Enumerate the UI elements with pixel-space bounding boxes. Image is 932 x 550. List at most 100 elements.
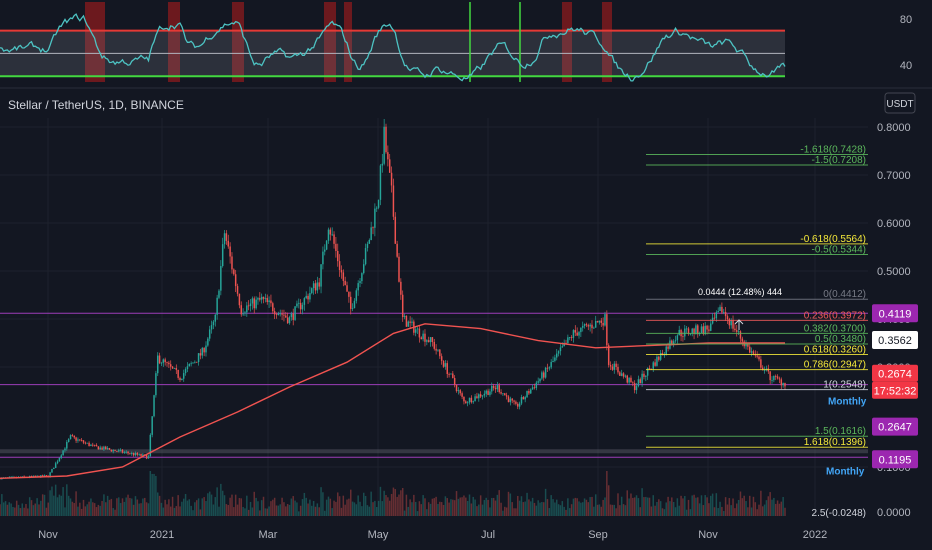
candlestick-series[interactable] (0, 118, 786, 480)
candle-body (704, 325, 706, 335)
volume-bar (366, 505, 369, 516)
volume-bar (249, 501, 252, 516)
volume-bar (119, 503, 122, 516)
currency-button[interactable]: USDT (884, 92, 916, 114)
volume-bar (732, 498, 734, 516)
volume-bar (79, 502, 81, 516)
candle-body (45, 475, 48, 477)
volume-bar (311, 505, 313, 516)
volume-bar (422, 495, 424, 516)
candle-body (314, 283, 317, 291)
volume-bar (596, 504, 599, 516)
candle-body (285, 315, 287, 318)
candle-body (543, 372, 545, 378)
candle-body (646, 368, 649, 376)
volume-bar (242, 507, 244, 516)
candle-body (526, 391, 528, 398)
volume-bar (771, 499, 773, 516)
candle-body (771, 380, 773, 381)
volume-bar (186, 500, 189, 516)
price-tag-label: 0.2674 (878, 368, 912, 380)
volume-bar (446, 498, 448, 516)
volume-bar (429, 503, 432, 516)
volume-bar (607, 485, 610, 516)
volume-bar (259, 510, 261, 516)
candle-body (288, 317, 291, 324)
candle-body (487, 390, 489, 395)
candle-body (450, 373, 452, 375)
volume-bar (578, 501, 580, 516)
candle-body (207, 338, 209, 346)
y-tick-label: 0.0000 (877, 507, 911, 519)
volume-bar (743, 495, 745, 516)
symbol-title[interactable]: Stellar / TetherUS, 1D, BINANCE (8, 98, 184, 112)
candle-body (119, 449, 122, 451)
volume-bar (335, 501, 337, 516)
candle-body (194, 361, 196, 363)
volume-bar (522, 502, 525, 516)
volume-bar (713, 507, 716, 516)
candle-body (611, 366, 614, 370)
candle-body (229, 246, 231, 257)
candle-body (342, 272, 345, 281)
candle-body (324, 249, 326, 252)
candle-body (387, 152, 389, 160)
candle-body (268, 300, 270, 303)
volume-bar (71, 501, 74, 516)
candle-body (153, 395, 155, 417)
volume-bar (240, 498, 242, 516)
candle-body (179, 377, 181, 381)
volume-bar (630, 493, 632, 516)
candle-body (489, 391, 491, 395)
candle-body (505, 395, 508, 397)
candle-body (134, 452, 137, 456)
candle-body (43, 475, 46, 477)
volume-bar (97, 504, 100, 516)
candle-body (366, 243, 369, 248)
candle-body (472, 401, 474, 403)
candle-body (730, 320, 732, 326)
volume-bar (353, 502, 356, 516)
candle-body (518, 403, 521, 407)
candle-body (613, 363, 616, 370)
candle-body (671, 340, 673, 344)
candle-body (142, 454, 144, 456)
candle-body (511, 398, 513, 401)
volume-bar (244, 508, 246, 516)
volume-bar (147, 503, 150, 516)
candle-body (689, 333, 692, 335)
candle-body (377, 199, 380, 208)
volume-bar (28, 497, 31, 516)
volume-bar (121, 498, 124, 516)
candle-body (624, 375, 627, 377)
volume-bar (129, 497, 131, 516)
candle-body (106, 448, 109, 450)
volume-bar (145, 502, 148, 516)
volume-bar (342, 495, 345, 516)
volume-bar (136, 499, 139, 516)
volume-bar (1, 494, 3, 516)
volume-bar (437, 503, 439, 516)
candle-body (272, 303, 274, 312)
candle-body (494, 387, 497, 390)
volume-bar (665, 502, 667, 516)
volume-bar (617, 493, 619, 516)
volume-bar (637, 498, 640, 516)
volume-bar (153, 473, 155, 516)
candle-body (375, 207, 378, 209)
rsi-panel[interactable]: 80 40 (0, 2, 912, 82)
time-axis[interactable]: Nov 2021 Mar May Jul Sep Nov 2022 (38, 529, 827, 541)
volume-bar (108, 499, 111, 516)
candle-body (67, 439, 70, 442)
volume-bar (426, 509, 428, 516)
candle-body (667, 346, 669, 349)
candle-body (587, 325, 590, 327)
volume-bar (379, 486, 382, 516)
volume-bar (4, 501, 7, 516)
volume-bar (474, 499, 476, 516)
candle-body (335, 243, 337, 252)
candle-body (41, 475, 44, 477)
candle-body (205, 345, 207, 353)
volume-bar (530, 501, 532, 516)
